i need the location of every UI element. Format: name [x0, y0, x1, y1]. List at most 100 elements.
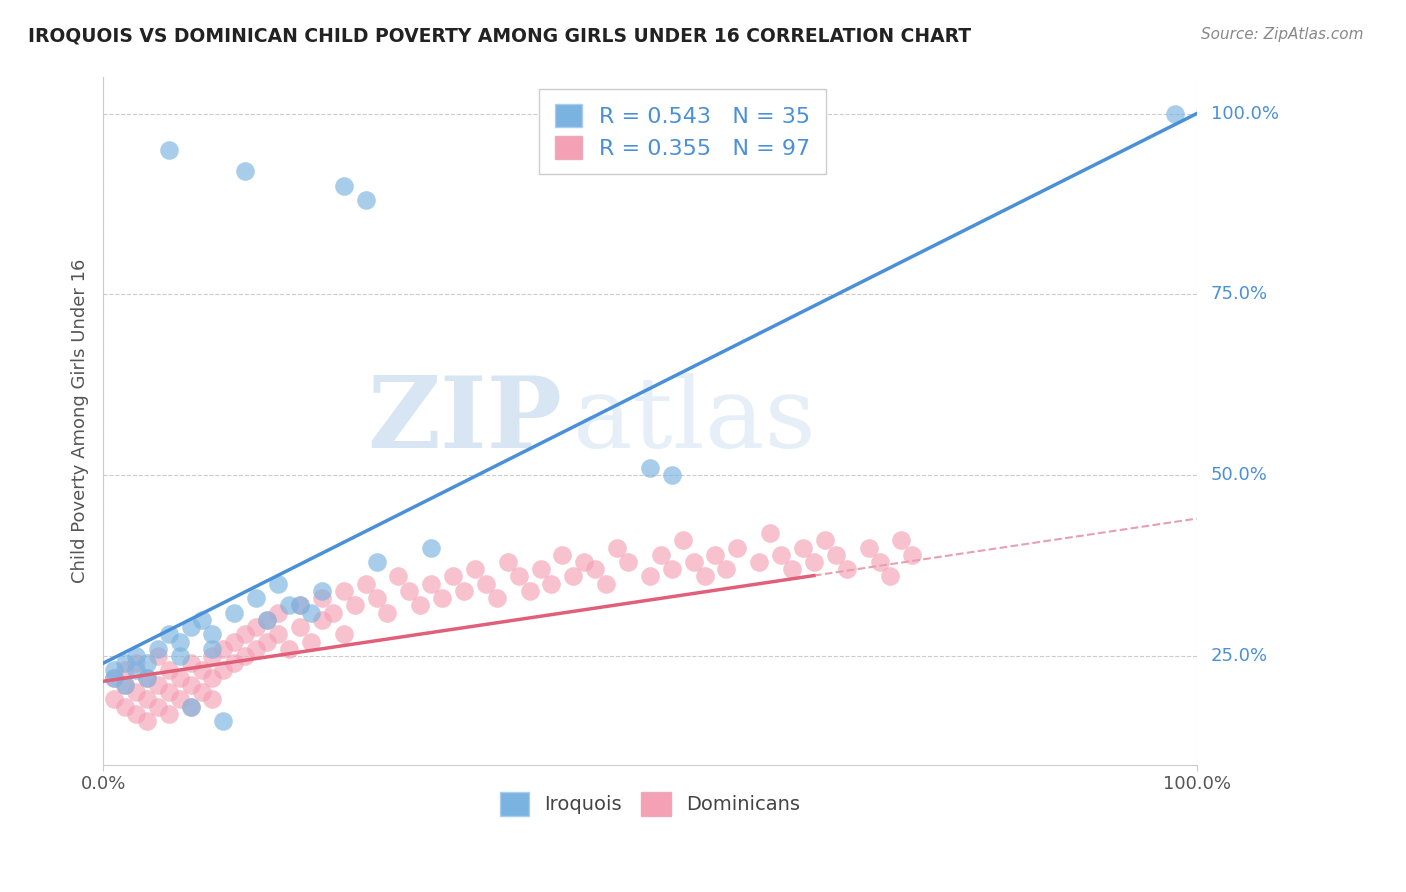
Point — [704, 548, 727, 562]
Point — [803, 555, 825, 569]
Point — [245, 591, 267, 606]
Point — [245, 620, 267, 634]
Point — [322, 606, 344, 620]
Point — [125, 657, 148, 671]
Point — [201, 692, 224, 706]
Point — [103, 671, 125, 685]
Point — [858, 541, 880, 555]
Point — [135, 692, 157, 706]
Point — [475, 576, 498, 591]
Text: IROQUOIS VS DOMINICAN CHILD POVERTY AMONG GIRLS UNDER 16 CORRELATION CHART: IROQUOIS VS DOMINICAN CHILD POVERTY AMON… — [28, 27, 972, 45]
Point — [464, 562, 486, 576]
Point — [606, 541, 628, 555]
Point — [638, 569, 661, 583]
Point — [770, 548, 793, 562]
Point — [212, 641, 235, 656]
Point — [180, 620, 202, 634]
Point — [420, 541, 443, 555]
Point — [135, 714, 157, 728]
Point — [672, 533, 695, 548]
Point — [835, 562, 858, 576]
Point — [114, 664, 136, 678]
Point — [377, 606, 399, 620]
Point — [299, 606, 322, 620]
Point — [125, 706, 148, 721]
Point — [114, 699, 136, 714]
Point — [519, 583, 541, 598]
Point — [256, 613, 278, 627]
Point — [135, 657, 157, 671]
Point — [661, 562, 683, 576]
Point — [157, 627, 180, 641]
Point — [650, 548, 672, 562]
Point — [146, 641, 169, 656]
Point — [398, 583, 420, 598]
Point — [103, 671, 125, 685]
Point — [693, 569, 716, 583]
Point — [267, 627, 290, 641]
Point — [125, 685, 148, 699]
Legend: Iroquois, Dominicans: Iroquois, Dominicans — [492, 784, 808, 823]
Point — [583, 562, 606, 576]
Point — [103, 664, 125, 678]
Point — [278, 599, 301, 613]
Point — [180, 699, 202, 714]
Point — [409, 599, 432, 613]
Point — [814, 533, 837, 548]
Point — [146, 678, 169, 692]
Point — [879, 569, 901, 583]
Point — [890, 533, 912, 548]
Point — [387, 569, 409, 583]
Point — [420, 576, 443, 591]
Point — [224, 634, 246, 648]
Point — [224, 606, 246, 620]
Point — [256, 613, 278, 627]
Text: 25.0%: 25.0% — [1211, 647, 1268, 665]
Point — [869, 555, 891, 569]
Point — [180, 657, 202, 671]
Point — [288, 599, 311, 613]
Point — [354, 194, 377, 208]
Point — [157, 143, 180, 157]
Point — [224, 657, 246, 671]
Point — [485, 591, 508, 606]
Point — [146, 648, 169, 663]
Text: Source: ZipAtlas.com: Source: ZipAtlas.com — [1201, 27, 1364, 42]
Text: 100.0%: 100.0% — [1211, 104, 1278, 122]
Point — [135, 671, 157, 685]
Point — [725, 541, 748, 555]
Point — [496, 555, 519, 569]
Point — [824, 548, 846, 562]
Point — [180, 678, 202, 692]
Point — [157, 664, 180, 678]
Point — [453, 583, 475, 598]
Point — [1164, 106, 1187, 120]
Point — [901, 548, 924, 562]
Point — [332, 583, 354, 598]
Point — [354, 576, 377, 591]
Point — [343, 599, 366, 613]
Point — [135, 671, 157, 685]
Point — [540, 576, 562, 591]
Point — [169, 648, 191, 663]
Point — [233, 164, 256, 178]
Point — [233, 648, 256, 663]
Point — [125, 664, 148, 678]
Point — [169, 692, 191, 706]
Point — [201, 648, 224, 663]
Text: 75.0%: 75.0% — [1211, 285, 1268, 303]
Point — [595, 576, 617, 591]
Point — [299, 634, 322, 648]
Text: atlas: atlas — [574, 373, 815, 469]
Point — [245, 641, 267, 656]
Point — [716, 562, 738, 576]
Point — [256, 634, 278, 648]
Point — [288, 620, 311, 634]
Point — [441, 569, 464, 583]
Point — [508, 569, 530, 583]
Point — [311, 591, 333, 606]
Point — [278, 641, 301, 656]
Text: ZIP: ZIP — [367, 373, 562, 469]
Point — [366, 555, 388, 569]
Point — [759, 526, 782, 541]
